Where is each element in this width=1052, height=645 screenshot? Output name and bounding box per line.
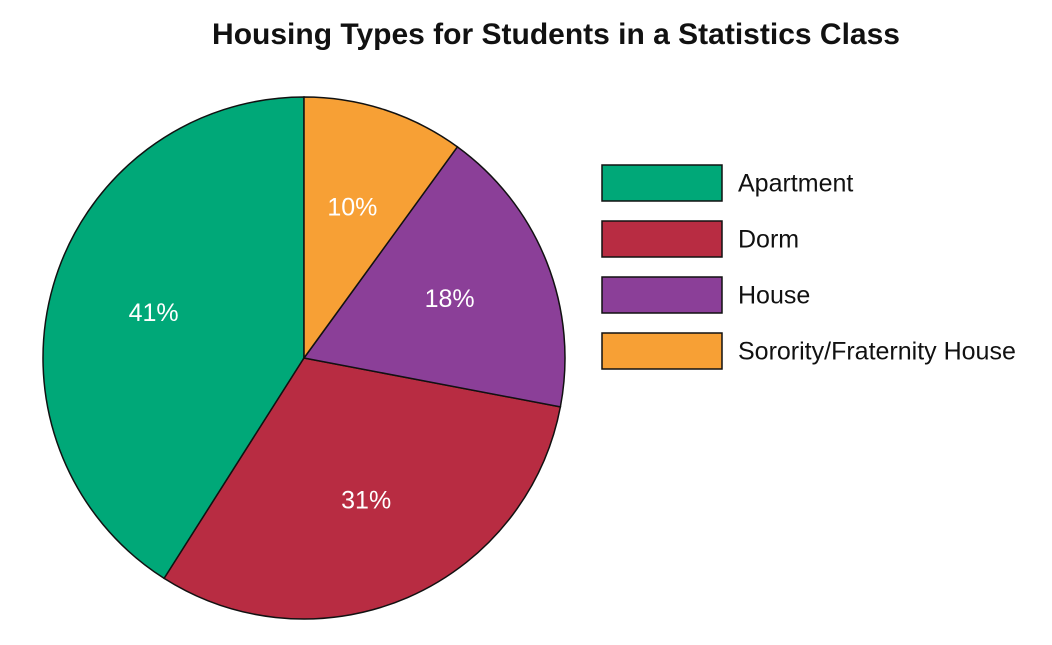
legend-label: Sorority/Fraternity House <box>738 338 1016 366</box>
legend-label: House <box>738 282 810 310</box>
data-label: 10% <box>327 194 377 222</box>
legend-swatch <box>601 276 723 314</box>
pie-slice <box>42 96 305 580</box>
pie-slice <box>302 145 566 408</box>
pie-slice <box>303 96 459 361</box>
legend-label: Apartment <box>738 170 853 198</box>
legend-label: Dorm <box>738 226 799 254</box>
legend-swatch <box>601 220 723 258</box>
data-label: 41% <box>129 299 179 327</box>
pie-slice <box>163 357 562 620</box>
legend-swatch <box>601 332 723 370</box>
data-label: 31% <box>341 486 391 514</box>
data-label: 18% <box>425 285 475 313</box>
chart-title: Housing Types for Students in a Statisti… <box>212 18 900 51</box>
legend-swatch <box>601 164 723 202</box>
